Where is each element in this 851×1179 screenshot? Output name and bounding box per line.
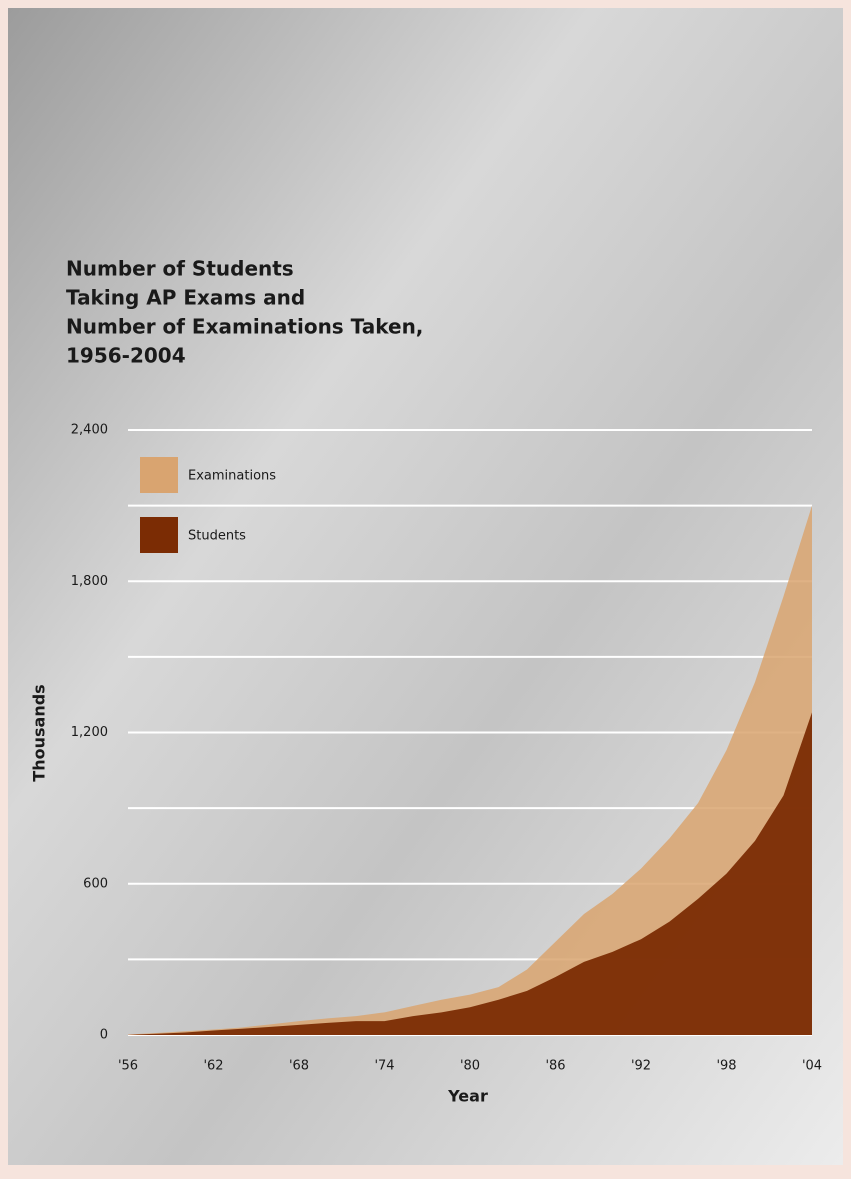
area bbox=[128, 712, 812, 1035]
x-tick-label: '98 bbox=[716, 1059, 736, 1074]
legend-label: Examinations bbox=[188, 469, 276, 484]
y-tick-label: 2,400 bbox=[71, 423, 108, 438]
x-tick-label: '74 bbox=[374, 1059, 394, 1074]
y-tick-label: 1,200 bbox=[71, 725, 108, 740]
x-tick-label: '86 bbox=[545, 1059, 565, 1074]
x-tick-label: '56 bbox=[118, 1059, 138, 1074]
y-tick-label: 0 bbox=[100, 1028, 108, 1043]
x-tick-label: '62 bbox=[203, 1059, 223, 1074]
legend-label: Students bbox=[188, 529, 246, 544]
chart-title: Taking AP Exams and bbox=[66, 286, 305, 310]
legend-swatch bbox=[140, 457, 178, 493]
chart-title: Number of Examinations Taken, bbox=[66, 315, 423, 339]
x-tick-label: '92 bbox=[631, 1059, 651, 1074]
legend-swatch bbox=[140, 517, 178, 553]
chart-title: 1956-2004 bbox=[66, 344, 186, 368]
y-axis-label: Thousands bbox=[30, 684, 49, 781]
area bbox=[128, 505, 812, 1035]
x-axis-label: Year bbox=[447, 1087, 488, 1106]
chart-title: Number of Students bbox=[66, 257, 294, 281]
x-tick-label: '68 bbox=[289, 1059, 309, 1074]
x-tick-label: '80 bbox=[460, 1059, 480, 1074]
y-tick-label: 1,800 bbox=[71, 574, 108, 589]
y-tick-label: 600 bbox=[83, 876, 108, 891]
x-tick-label: '04 bbox=[802, 1059, 822, 1074]
